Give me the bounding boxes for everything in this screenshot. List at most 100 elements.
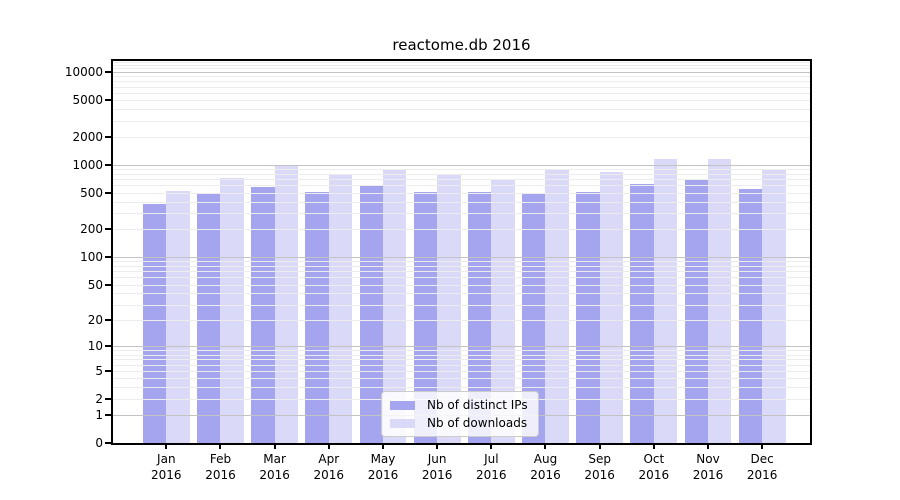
x-tick-year: 2016 [692, 468, 724, 482]
gridline-minor [113, 364, 810, 366]
chart-title: reactome.db 2016 [392, 36, 531, 54]
gridline-minor [113, 61, 810, 63]
y-tick-mark [105, 397, 112, 400]
gridline-minor [113, 354, 810, 356]
gridline-minor [113, 201, 810, 203]
legend: Nb of distinct IPs Nb of downloads [381, 391, 539, 437]
gridline-minor [113, 76, 810, 78]
x-tick-year: 2016 [584, 468, 615, 482]
bar-downloads-jul [491, 178, 515, 443]
bar-downloads-jun [437, 174, 461, 443]
gridline-minor [113, 86, 810, 88]
gridline-minor [113, 92, 810, 94]
x-tick-label-jun: Jun 2016 [405, 451, 469, 483]
x-tick-label-jan: Jan 2016 [134, 451, 198, 483]
gridline-minor [113, 192, 810, 194]
x-tick-year: 2016 [313, 468, 345, 482]
x-tick-year: 2016 [421, 468, 453, 482]
bar-distinct-ips-feb [197, 193, 221, 443]
x-tick-month: Jun [427, 452, 447, 466]
gridline-minor [113, 185, 810, 187]
gridline-minor [113, 370, 810, 372]
gridline-minor [113, 169, 810, 171]
gridline-minor [113, 378, 810, 380]
bar-downloads-jan [166, 191, 190, 443]
x-tick-month: Dec [750, 452, 774, 466]
x-tick-mark [219, 443, 222, 449]
y-tick-label: 1 [95, 408, 103, 423]
gridline-minor [113, 271, 810, 273]
y-tick-label: 2 [95, 391, 103, 406]
x-tick-month: Aug [533, 452, 558, 466]
y-tick-label: 50 [87, 277, 103, 292]
x-tick-mark [652, 443, 655, 449]
y-tick-label: 200 [80, 222, 103, 237]
y-tick-label: 5000 [72, 93, 103, 108]
gridline-major [113, 257, 810, 259]
gridline-minor [113, 136, 810, 138]
x-tick-year: 2016 [638, 468, 670, 482]
x-tick-label-oct: Oct 2016 [622, 451, 686, 483]
x-tick-month: Mar [263, 452, 286, 466]
gridline-minor [113, 64, 810, 66]
bar-downloads-may [382, 168, 407, 443]
y-tick-mark [105, 345, 112, 348]
x-tick-mark [273, 443, 276, 449]
gridline-minor [113, 277, 810, 279]
y-tick-label: 20 [87, 313, 103, 328]
bar-downloads-aug [545, 169, 569, 443]
bar-downloads-feb [220, 178, 244, 443]
x-tick-year: 2016 [746, 468, 778, 482]
legend-swatch-downloads [390, 418, 415, 428]
gridline-minor [113, 261, 810, 263]
bar-distinct-ips-dec [738, 188, 763, 443]
x-tick-year: 2016 [259, 468, 290, 482]
x-tick-month: Jul [484, 452, 499, 466]
gridline-major [113, 346, 810, 348]
x-tick-label-may: May 2016 [351, 451, 415, 483]
x-tick-label-jul: Jul 2016 [459, 451, 523, 483]
x-tick-label-mar: Mar 2016 [243, 451, 307, 483]
y-tick-label: 5 [95, 363, 103, 378]
y-tick-mark [105, 414, 112, 417]
y-tick-mark [105, 135, 112, 138]
x-tick-mark [436, 443, 439, 449]
x-tick-mark [544, 443, 547, 449]
y-tick-mark [105, 319, 112, 322]
y-tick-mark [105, 283, 112, 286]
x-tick-mark [490, 443, 493, 449]
gridline-minor [113, 266, 810, 268]
gridline-minor [113, 320, 810, 322]
gridline-major [113, 72, 810, 74]
gridline-minor [113, 173, 810, 175]
y-tick-mark [105, 228, 112, 231]
x-tick-mark [381, 443, 384, 449]
gridline-minor [113, 120, 810, 122]
x-tick-year: 2016 [530, 468, 561, 482]
y-tick-mark [105, 369, 112, 372]
bar-downloads-dec [762, 169, 786, 443]
x-tick-month: Oct [643, 452, 665, 466]
bar-downloads-mar [274, 166, 299, 443]
bar-distinct-ips-oct [630, 184, 654, 443]
gridline-minor [113, 293, 810, 295]
y-tick-mark [105, 163, 112, 166]
bar-downloads-sep [599, 172, 624, 443]
gridline-minor [113, 100, 810, 102]
legend-swatch-distinct-ips [390, 400, 415, 410]
x-tick-year: 2016 [476, 468, 507, 482]
x-tick-mark [761, 443, 764, 449]
bar-distinct-ips-jun [413, 191, 438, 443]
x-tick-month: Nov [696, 452, 720, 466]
bar-distinct-ips-may [359, 185, 383, 443]
bar-distinct-ips-nov [684, 178, 708, 443]
x-tick-year: 2016 [367, 468, 399, 482]
y-tick-mark [105, 71, 112, 74]
legend-label-downloads: Nb of downloads [427, 416, 528, 430]
x-tick-year: 2016 [151, 468, 182, 482]
y-tick-label: 1000 [72, 157, 103, 172]
plot-area: Nb of distinct IPs Nb of downloads [111, 59, 812, 445]
y-tick-mark [105, 256, 112, 259]
bar-downloads-apr [328, 174, 353, 443]
